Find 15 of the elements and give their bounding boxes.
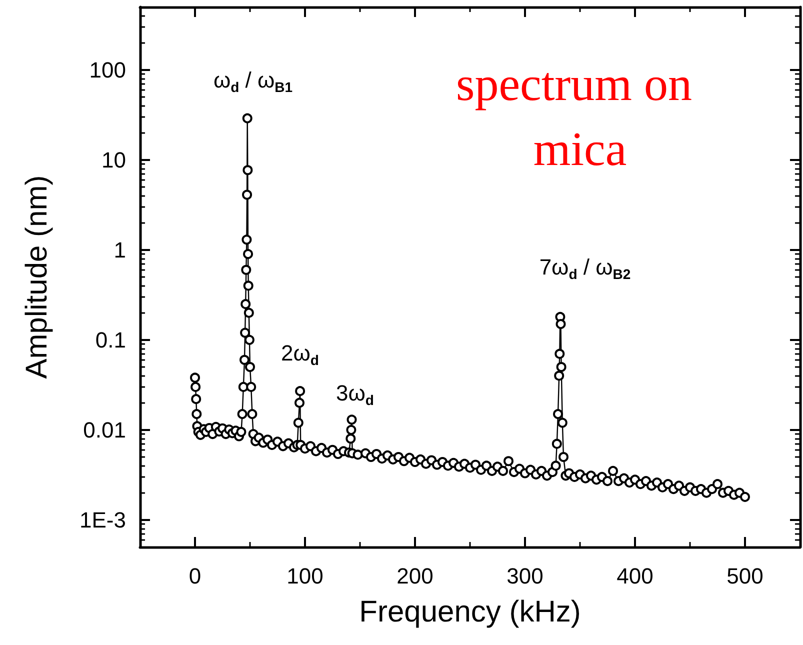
x-tick-label: 500: [726, 564, 764, 588]
x-tick-label: 400: [616, 564, 654, 588]
x-tick-label: 300: [506, 564, 544, 588]
x-axis-title: Frequency (kHz): [359, 596, 581, 628]
annotation: spectrum on mica: [456, 58, 704, 176]
y-tick-label: 1: [114, 237, 126, 262]
y-tick-label: 0.01: [83, 417, 126, 442]
x-tick-label: 100: [286, 564, 324, 588]
y-axis-title: Amplitude (nm): [20, 175, 54, 379]
y-tick-label: 1E-3: [80, 507, 126, 532]
y-tick-label: 10: [102, 147, 126, 172]
y-tick-label: 100: [89, 57, 126, 82]
x-tick-label: 200: [396, 564, 434, 588]
y-tick-label: 0.1: [95, 327, 126, 352]
x-tick-label: 0: [188, 564, 202, 588]
